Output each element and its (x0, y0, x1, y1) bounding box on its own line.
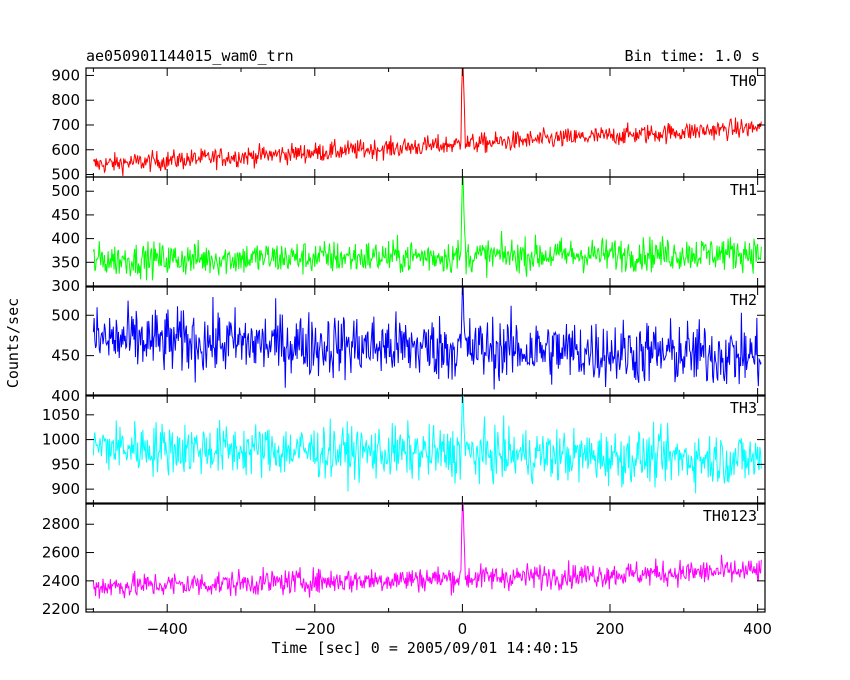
panel-th3: TH3 900 950 1000 1050 (42, 394, 766, 505)
panel-frame (85, 394, 766, 505)
panel-label: TH0123 (703, 507, 757, 525)
y-tick-label: 900 (51, 480, 80, 498)
chart-title: ae050901144015_wam0_trn (86, 47, 294, 65)
y-tick-label: 450 (51, 206, 80, 224)
y-tick-label: 500 (51, 166, 80, 184)
x-tick-label: −400 (147, 620, 188, 638)
panel-label: TH3 (730, 399, 757, 417)
y-tick-label: 800 (51, 91, 80, 109)
y-tick-label: 2200 (42, 600, 80, 618)
series-line-th3 (92, 395, 762, 494)
series-line-th1 (92, 177, 762, 281)
y-tick-label: 600 (51, 141, 80, 159)
y-tick-label: 1000 (42, 431, 80, 449)
y-tick-label: 500 (51, 182, 80, 200)
panel-label: TH0 (730, 72, 757, 90)
series-line-th0 (92, 68, 762, 177)
panel-th1: TH1 300 350 400 450 500 (51, 176, 766, 295)
y-tick-label: 2800 (42, 515, 80, 533)
x-tick-label: 200 (596, 620, 625, 638)
x-tick-label: 0 (458, 620, 468, 638)
y-tick-label: 950 (51, 455, 80, 473)
bin-time-label: Bin time: 1.0 s (625, 47, 760, 65)
y-tick-label: 400 (51, 230, 80, 248)
y-tick-label: 500 (51, 306, 80, 324)
panel-th0: TH0 500 600 700 800 900 (51, 66, 766, 184)
y-tick-label: 300 (51, 277, 80, 295)
series-line-th2 (92, 287, 762, 390)
x-axis-label: Time [sec] 0 = 2005/09/01 14:40:15 (271, 639, 578, 657)
panel-th0123: TH0123 2200 2400 2600 2800 (42, 502, 766, 618)
y-tick-label: 2400 (42, 572, 80, 590)
panel-label: TH1 (730, 181, 757, 199)
panel-frame (85, 502, 766, 613)
y-tick-label: 350 (51, 253, 80, 271)
y-axis-label: Counts/sec (4, 298, 22, 388)
x-tick-label: −200 (294, 620, 335, 638)
y-tick-label: 450 (51, 347, 80, 365)
y-tick-label: 700 (51, 116, 80, 134)
panel-frame (85, 176, 766, 287)
y-tick-label: 2600 (42, 544, 80, 562)
y-tick-label: 900 (51, 66, 80, 84)
panel-label: TH2 (730, 291, 757, 309)
y-tick-label: 400 (51, 387, 80, 405)
y-tick-label: 1050 (42, 406, 80, 424)
panels-group: TH0 500 600 700 800 900 TH1 300 350 400 450 500 TH2 4… (42, 66, 772, 638)
x-tick-label: 400 (743, 620, 772, 638)
series-line-th0123 (92, 503, 762, 599)
panel-frame (85, 286, 766, 397)
panel-th2: TH2 400 450 500 (51, 286, 766, 405)
